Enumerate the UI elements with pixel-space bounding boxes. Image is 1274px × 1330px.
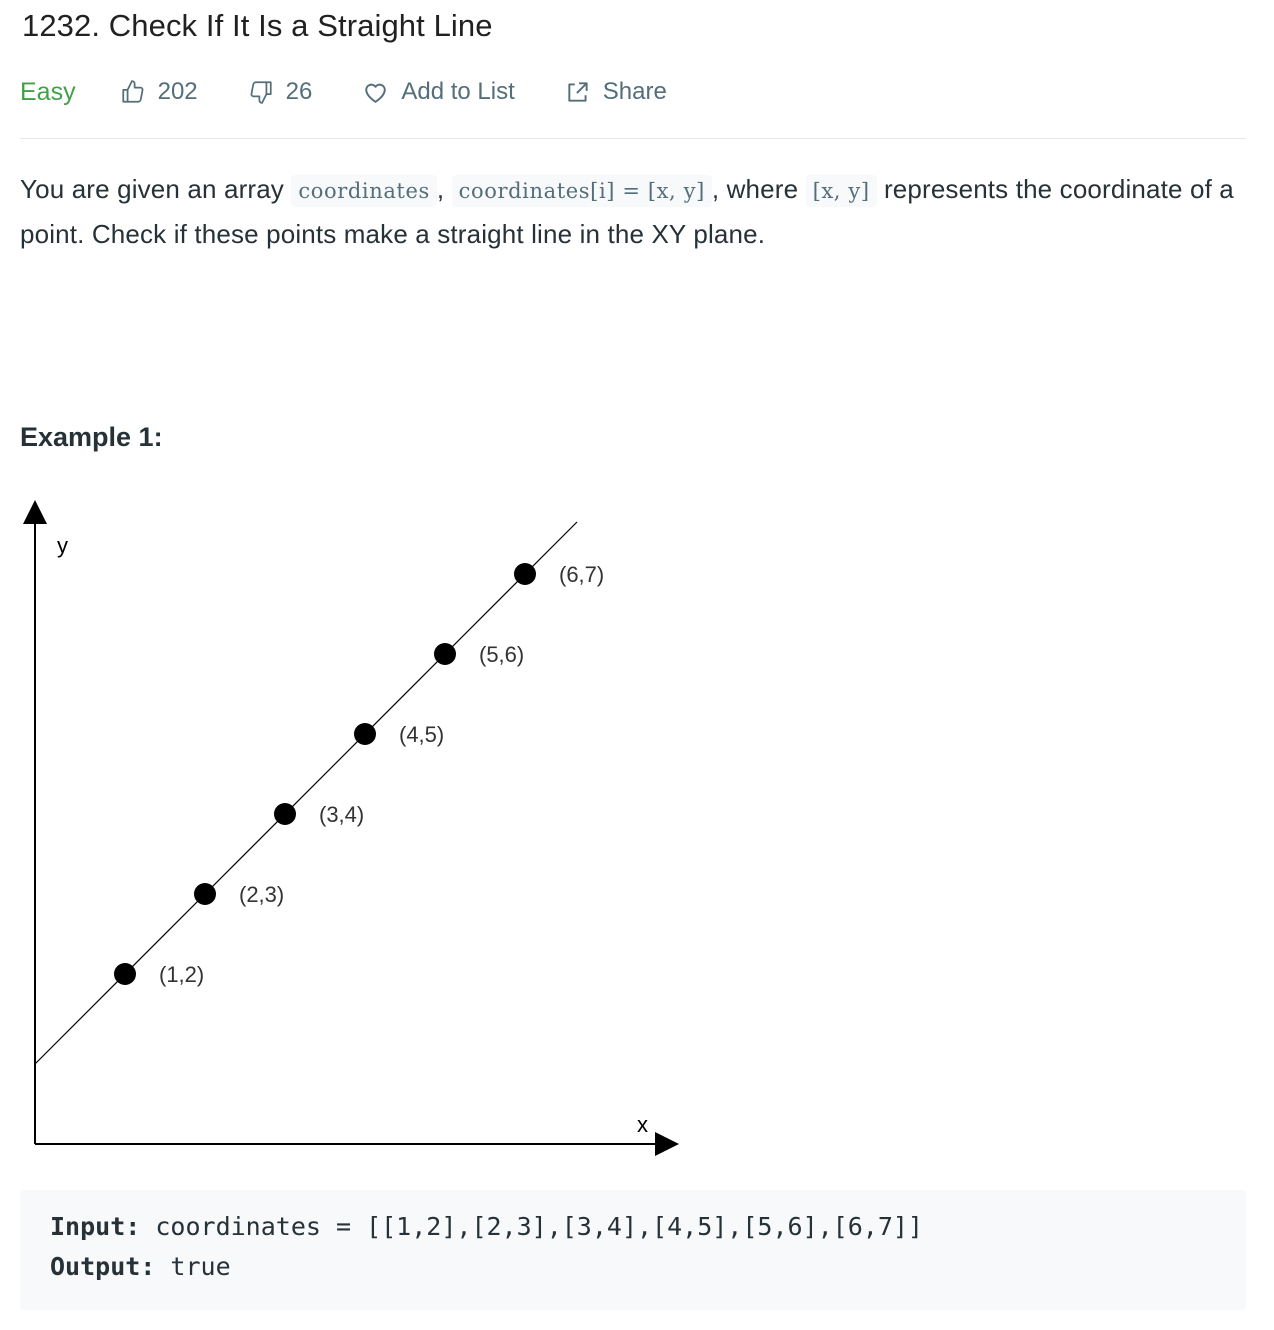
data-point [194, 883, 216, 905]
y-axis-label: y [57, 533, 68, 558]
data-point [114, 963, 136, 985]
share-icon [568, 82, 588, 102]
point-label: (6,7) [559, 562, 604, 587]
points-layer: (1,2) (2,3) (3,4) (4,5) (5,6) (6,7) [114, 562, 604, 987]
dislike-count: 26 [285, 78, 313, 105]
problem-title: 1232. Check If It Is a Straight Line [22, 8, 493, 43]
inline-code-xy: [x, y] [805, 175, 877, 207]
like-count: 202 [157, 78, 198, 105]
x-axis-label: x [637, 1112, 648, 1137]
description-separator: , [436, 174, 452, 204]
description-text: represents the coordinate of a point. Ch… [20, 174, 1234, 249]
input-label: Input: [50, 1212, 141, 1241]
problem-description: You are given an array coordinates, coor… [20, 168, 1260, 256]
dislike-button[interactable]: 26 [248, 78, 313, 106]
thumbs-down-icon [250, 81, 272, 104]
like-button[interactable]: 202 [120, 78, 198, 106]
data-point [274, 803, 296, 825]
heart-icon [365, 83, 387, 103]
inline-code-coordinates-i: coordinates[i] = [x, y] [451, 175, 712, 207]
example-title: Example 1: [20, 422, 163, 452]
description-text: , where [711, 174, 806, 204]
point-label: (5,6) [479, 642, 524, 667]
problem-meta-row: Easy 202 26 Add to List [20, 72, 1246, 112]
add-to-list-button[interactable]: Add to List [362, 78, 515, 106]
description-text: You are given an array [20, 174, 292, 204]
point-label: (1,2) [159, 962, 204, 987]
inline-code-coordinates: coordinates [291, 175, 437, 207]
input-line: Input: coordinates = [[1,2],[2,3],[3,4],… [50, 1212, 923, 1241]
output-label: Output: [50, 1252, 156, 1281]
point-label: (3,4) [319, 802, 364, 827]
data-point [434, 643, 456, 665]
point-label: (2,3) [239, 882, 284, 907]
data-point [354, 723, 376, 745]
thumbs-up-icon [121, 80, 144, 103]
example-io-block: Input: coordinates = [[1,2],[2,3],[3,4],… [20, 1190, 1246, 1310]
share-button[interactable]: Share [565, 78, 667, 106]
share-label: Share [602, 78, 667, 105]
add-to-list-label: Add to List [401, 78, 515, 105]
output-line: Output: true [50, 1252, 231, 1281]
difficulty-label: Easy [20, 77, 76, 106]
header-divider [20, 138, 1246, 139]
input-value: coordinates = [[1,2],[2,3],[3,4],[4,5],[… [140, 1212, 923, 1241]
point-label: (4,5) [399, 722, 444, 747]
output-value: true [155, 1252, 231, 1281]
data-point [514, 563, 536, 585]
fit-line [34, 521, 578, 1065]
example-scatter-plot: y x (1,2) (2,3) (3,4) (4,5) (5,6) (6,7) [23, 500, 679, 1156]
